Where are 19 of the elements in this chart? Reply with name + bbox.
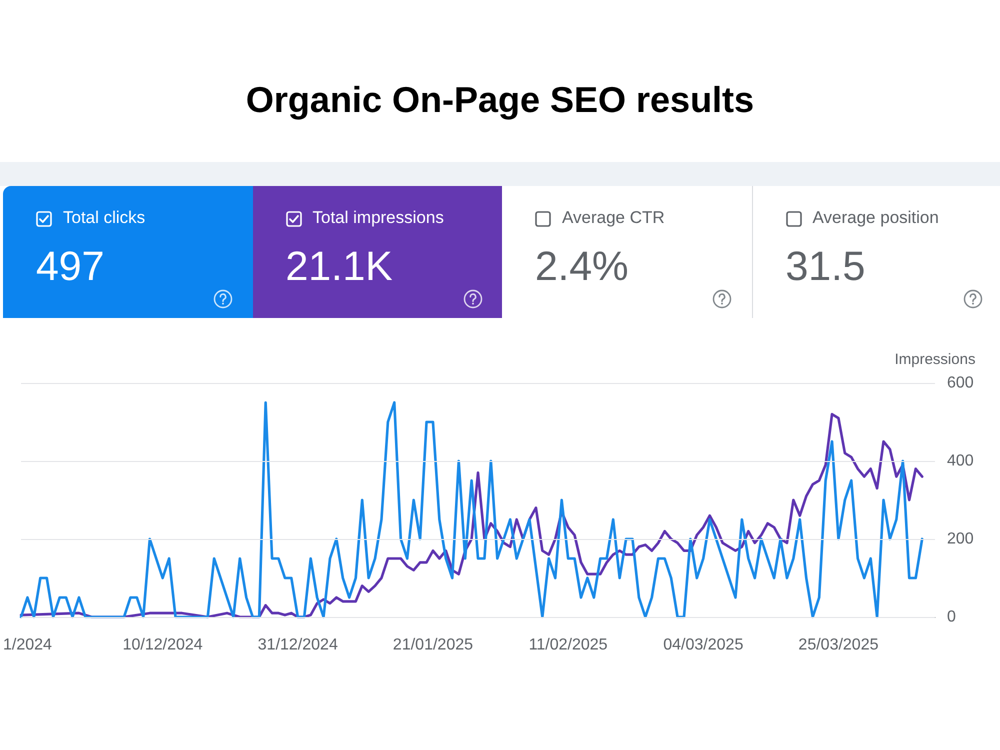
x-tick-label: 04/03/2025 [663, 636, 744, 654]
card: Total clicks 497 [3, 186, 253, 318]
x-tick-label: 31/12/2024 [258, 636, 338, 654]
category-label: Average CTR [562, 208, 665, 228]
y-axis-title: Impressions [894, 351, 976, 368]
category-label: Total clicks [63, 208, 146, 228]
x-tick-label: 21/01/2025 [392, 636, 474, 654]
category-label: Total impressions [312, 208, 444, 228]
card: Total impressions 21.1K [252, 186, 502, 318]
x-tick-label: 10/12/2024 [122, 636, 203, 654]
y-tick-label: 400 [947, 452, 974, 470]
x-tick-label: 1/2024 [3, 636, 52, 654]
text: Organic On-Page SEO results [244, 78, 756, 122]
category-label: Average position [812, 208, 939, 228]
y-tick-label: 600 [947, 374, 974, 392]
y-tick-label: 0 [947, 608, 956, 626]
x-tick-label: 25/03/2025 [798, 636, 879, 654]
y-tick-label: 200 [947, 530, 974, 548]
x-tick-label: 11/02/2025 [528, 636, 608, 654]
